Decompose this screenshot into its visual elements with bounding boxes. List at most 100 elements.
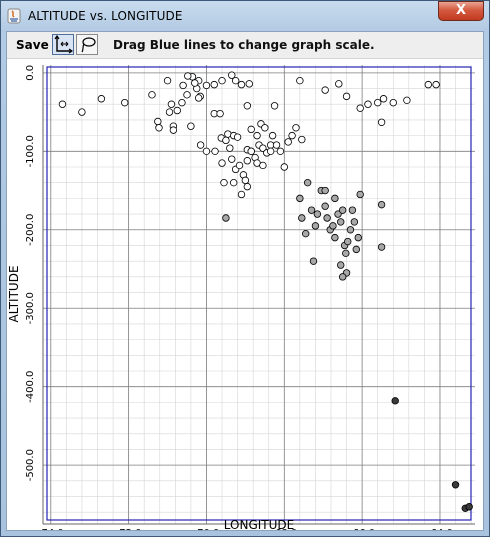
close-icon: X xyxy=(455,3,467,18)
data-point xyxy=(364,100,372,108)
scale-border-lines[interactable] xyxy=(46,66,472,521)
data-point xyxy=(191,79,199,87)
data-point xyxy=(218,76,226,85)
data-point xyxy=(309,257,318,265)
data-point xyxy=(352,245,360,254)
data-point xyxy=(337,218,345,226)
y-tick-label: 0.0 xyxy=(25,65,36,81)
data-point xyxy=(222,214,230,222)
data-point xyxy=(338,273,347,281)
data-point xyxy=(237,80,246,89)
y-tick-label: -100.0 xyxy=(25,135,36,167)
data-point xyxy=(298,214,306,222)
data-point xyxy=(196,141,205,149)
data-point xyxy=(243,102,252,110)
x-tick-label: -64.0 xyxy=(427,528,453,530)
data-point xyxy=(121,98,129,107)
data-point xyxy=(148,91,156,99)
x-tick-label: -74.0 xyxy=(38,528,64,530)
data-point xyxy=(218,159,226,167)
data-point xyxy=(228,155,236,163)
data-point xyxy=(337,261,345,269)
title-bar[interactable]: ALTITUDE vs. LONGITUDE X xyxy=(1,1,489,31)
data-point xyxy=(296,194,304,203)
data-point xyxy=(329,222,337,230)
data-point xyxy=(321,86,329,94)
data-point xyxy=(298,135,306,144)
data-point xyxy=(307,206,316,214)
data-point xyxy=(338,206,347,214)
data-point xyxy=(270,102,279,110)
data-point xyxy=(268,131,277,140)
data-point xyxy=(323,214,331,222)
x-tick-label: -72.0 xyxy=(116,528,142,530)
data-point xyxy=(377,118,386,126)
data-point xyxy=(292,124,300,132)
x-tick-label: -70.0 xyxy=(194,528,220,530)
data-point xyxy=(222,136,230,145)
x-axis-label: LONGITUDE xyxy=(224,518,294,530)
axis-scale-icon xyxy=(54,34,74,54)
data-point xyxy=(179,81,187,90)
data-point xyxy=(97,95,106,103)
data-point xyxy=(311,222,320,230)
y-tick-label: -200.0 xyxy=(25,214,36,246)
data-point xyxy=(276,147,285,156)
data-point xyxy=(346,226,355,234)
data-point xyxy=(303,178,312,187)
data-point xyxy=(247,125,255,134)
scale-tool-button[interactable] xyxy=(52,34,74,55)
data-point xyxy=(377,243,386,251)
data-point xyxy=(272,141,281,149)
toolbar-hint: Drag Blue lines to change graph scale. xyxy=(113,38,375,52)
plot-area: -74.0-72.0-70.0-68.0-66.0-64.00.0-100.0-… xyxy=(7,59,483,537)
data-point xyxy=(331,233,339,242)
toolbar: Save Drag Blue lines to change graph sca… xyxy=(7,32,483,59)
scatter-chart[interactable]: -74.0-72.0-70.0-68.0-66.0-64.00.0-100.0-… xyxy=(7,59,483,537)
lasso-tool-button[interactable] xyxy=(76,34,98,55)
data-point xyxy=(350,218,359,226)
save-button[interactable]: Save xyxy=(16,38,49,52)
x-tick-label: -66.0 xyxy=(349,528,375,530)
data-point xyxy=(233,133,242,141)
data-point xyxy=(187,122,195,130)
data-point xyxy=(331,194,339,203)
data-point xyxy=(259,144,267,152)
data-point xyxy=(243,182,252,191)
data-point xyxy=(284,138,292,146)
data-point xyxy=(302,229,310,238)
data-point xyxy=(184,72,192,80)
data-point xyxy=(266,147,275,156)
data-point xyxy=(202,147,211,156)
major-grid xyxy=(42,65,475,525)
y-tick-label: -500.0 xyxy=(25,449,36,481)
data-point xyxy=(354,233,362,242)
window-title: ALTITUDE vs. LONGITUDE xyxy=(28,9,183,23)
data-point xyxy=(216,109,224,118)
close-button[interactable]: X xyxy=(438,1,484,21)
data-point xyxy=(432,80,440,89)
data-point xyxy=(356,104,364,112)
data-point xyxy=(374,98,382,107)
content-frame: Save Drag Blue lines to change graph sca… xyxy=(6,31,484,537)
data-point xyxy=(210,80,218,89)
data-point xyxy=(342,92,351,101)
data-point xyxy=(259,161,267,170)
data-point xyxy=(178,98,186,107)
data-point xyxy=(403,96,411,105)
data-point xyxy=(451,481,460,489)
y-tick-label: -400.0 xyxy=(25,371,36,403)
data-point xyxy=(344,237,352,246)
data-point xyxy=(348,206,357,214)
java-app-icon xyxy=(7,8,21,24)
data-point xyxy=(296,76,304,85)
data-point xyxy=(231,76,240,85)
data-point xyxy=(465,503,473,511)
data-point xyxy=(220,178,228,187)
data-point xyxy=(243,157,252,165)
data-point xyxy=(58,100,67,108)
data-point xyxy=(342,249,350,258)
data-point xyxy=(335,80,343,88)
data-points xyxy=(58,71,473,513)
